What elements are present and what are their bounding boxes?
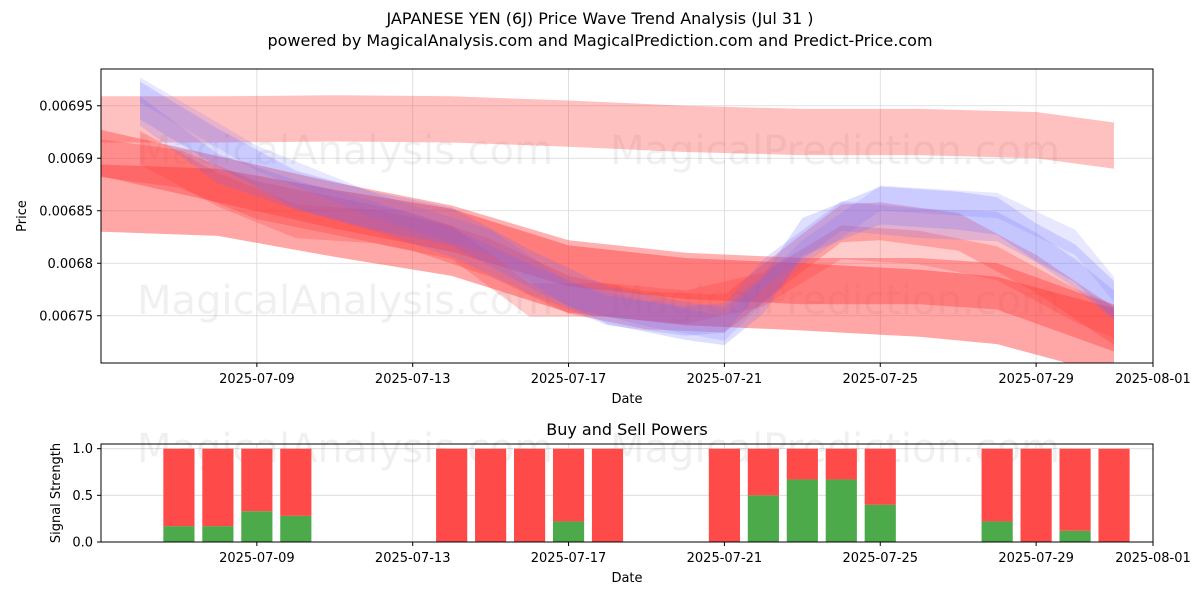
power-y-axis-label: Signal Strength <box>49 443 64 543</box>
price-y-tick-label: 0.00685 <box>39 204 93 219</box>
price-wave-band-red <box>101 95 1114 169</box>
sell-power-bar <box>241 448 273 512</box>
price-plot-frame <box>100 68 1154 364</box>
buy-power-bar <box>552 521 585 542</box>
buy-power-bar <box>786 479 818 542</box>
buy-power-bar <box>163 526 195 542</box>
buy-power-bar <box>981 521 1013 542</box>
sell-power-bar <box>825 448 857 480</box>
watermark-text: MagicalAnalysis.com <box>137 278 553 324</box>
sell-power-bar <box>591 448 624 542</box>
power-y-tick-label: 1.0 <box>72 442 93 457</box>
watermark-text: MagicalPrediction.com <box>610 278 1060 324</box>
chart-title: JAPANESE YEN (6J) Price Wave Trend Analy… <box>386 9 814 28</box>
sell-power-bar <box>202 448 234 527</box>
sell-power-bar <box>981 448 1013 522</box>
price-y-tick-label: 0.0068 <box>48 257 94 272</box>
buy-power-bar <box>747 495 779 542</box>
power-x-tick-label: 2025-07-09 <box>219 551 295 566</box>
price-y-tick-label: 0.0069 <box>48 152 94 167</box>
price-x-tick-label: 2025-07-09 <box>219 372 295 387</box>
power-y-tick-label: 0.5 <box>72 489 93 504</box>
price-wave-band-red <box>101 129 1114 352</box>
price-bands-layer <box>101 77 1114 363</box>
price-x-tick-label: 2025-07-21 <box>687 372 763 387</box>
price-y-tick-label: 0.00675 <box>39 309 93 324</box>
price-y-axis-label: Price <box>15 200 30 232</box>
chart-subtitle: powered by MagicalAnalysis.com and Magic… <box>267 31 933 50</box>
watermark-text: MagicalAnalysis.com <box>137 128 553 174</box>
sell-power-bar <box>786 448 818 480</box>
sell-power-bar <box>747 448 779 496</box>
buy-power-bar <box>1059 530 1091 542</box>
price-x-tick-label: 2025-07-29 <box>998 372 1074 387</box>
sell-power-bar <box>1098 448 1130 542</box>
sell-power-bar <box>1020 448 1052 542</box>
buy-power-bar <box>825 479 857 542</box>
price-wave-band-red <box>101 164 1114 363</box>
power-x-tick-label: 2025-07-17 <box>531 551 607 566</box>
buy-sell-power-chart: MagicalAnalysis.comMagicalPrediction.com… <box>49 420 1191 586</box>
price-x-axis-label: Date <box>611 392 642 407</box>
sell-power-bar <box>436 448 468 542</box>
sell-power-bar <box>163 448 195 527</box>
power-x-tick-label: 2025-07-29 <box>998 551 1074 566</box>
price-wave-band-red <box>140 130 1114 338</box>
price-wave-band-blue <box>140 81 1114 346</box>
power-x-tick-label: 2025-07-25 <box>842 551 918 566</box>
power-y-tick-label: 0.0 <box>72 536 93 551</box>
buy-power-bar <box>241 511 273 542</box>
price-wave-band-red <box>101 139 1114 346</box>
price-wave-band-blue <box>140 77 1114 341</box>
price-wave-band-blue <box>140 96 1114 336</box>
price-x-tick-label: 2025-07-13 <box>375 372 451 387</box>
sell-power-bar <box>708 448 740 542</box>
price-x-tick-label: 2025-07-17 <box>531 372 607 387</box>
power-x-axis-label: Date <box>611 571 642 586</box>
buy-power-bar <box>280 515 312 542</box>
sell-power-bar <box>475 448 507 542</box>
watermark-text: MagicalPrediction.com <box>610 128 1060 174</box>
price-wave-chart: MagicalAnalysis.com MagicalPrediction.com… <box>15 68 1191 407</box>
buy-power-bar <box>202 526 234 542</box>
buy-power-bar <box>864 504 896 542</box>
power-x-tick-label: 2025-07-21 <box>687 551 763 566</box>
power-x-tick-label: 2025-08-01 <box>1115 551 1191 566</box>
sell-power-bar <box>1059 448 1091 531</box>
sell-power-bar <box>514 448 546 542</box>
sell-power-bar <box>864 448 896 505</box>
sell-power-bar <box>280 448 312 516</box>
price-x-tick-label: 2025-08-01 <box>1115 372 1191 387</box>
price-x-tick-label: 2025-07-25 <box>842 372 918 387</box>
power-chart-title: Buy and Sell Powers <box>546 420 708 439</box>
power-x-tick-label: 2025-07-13 <box>375 551 451 566</box>
sell-power-bar <box>552 448 585 522</box>
price-y-tick-label: 0.00695 <box>39 99 93 114</box>
power-plot-frame <box>100 443 1154 543</box>
